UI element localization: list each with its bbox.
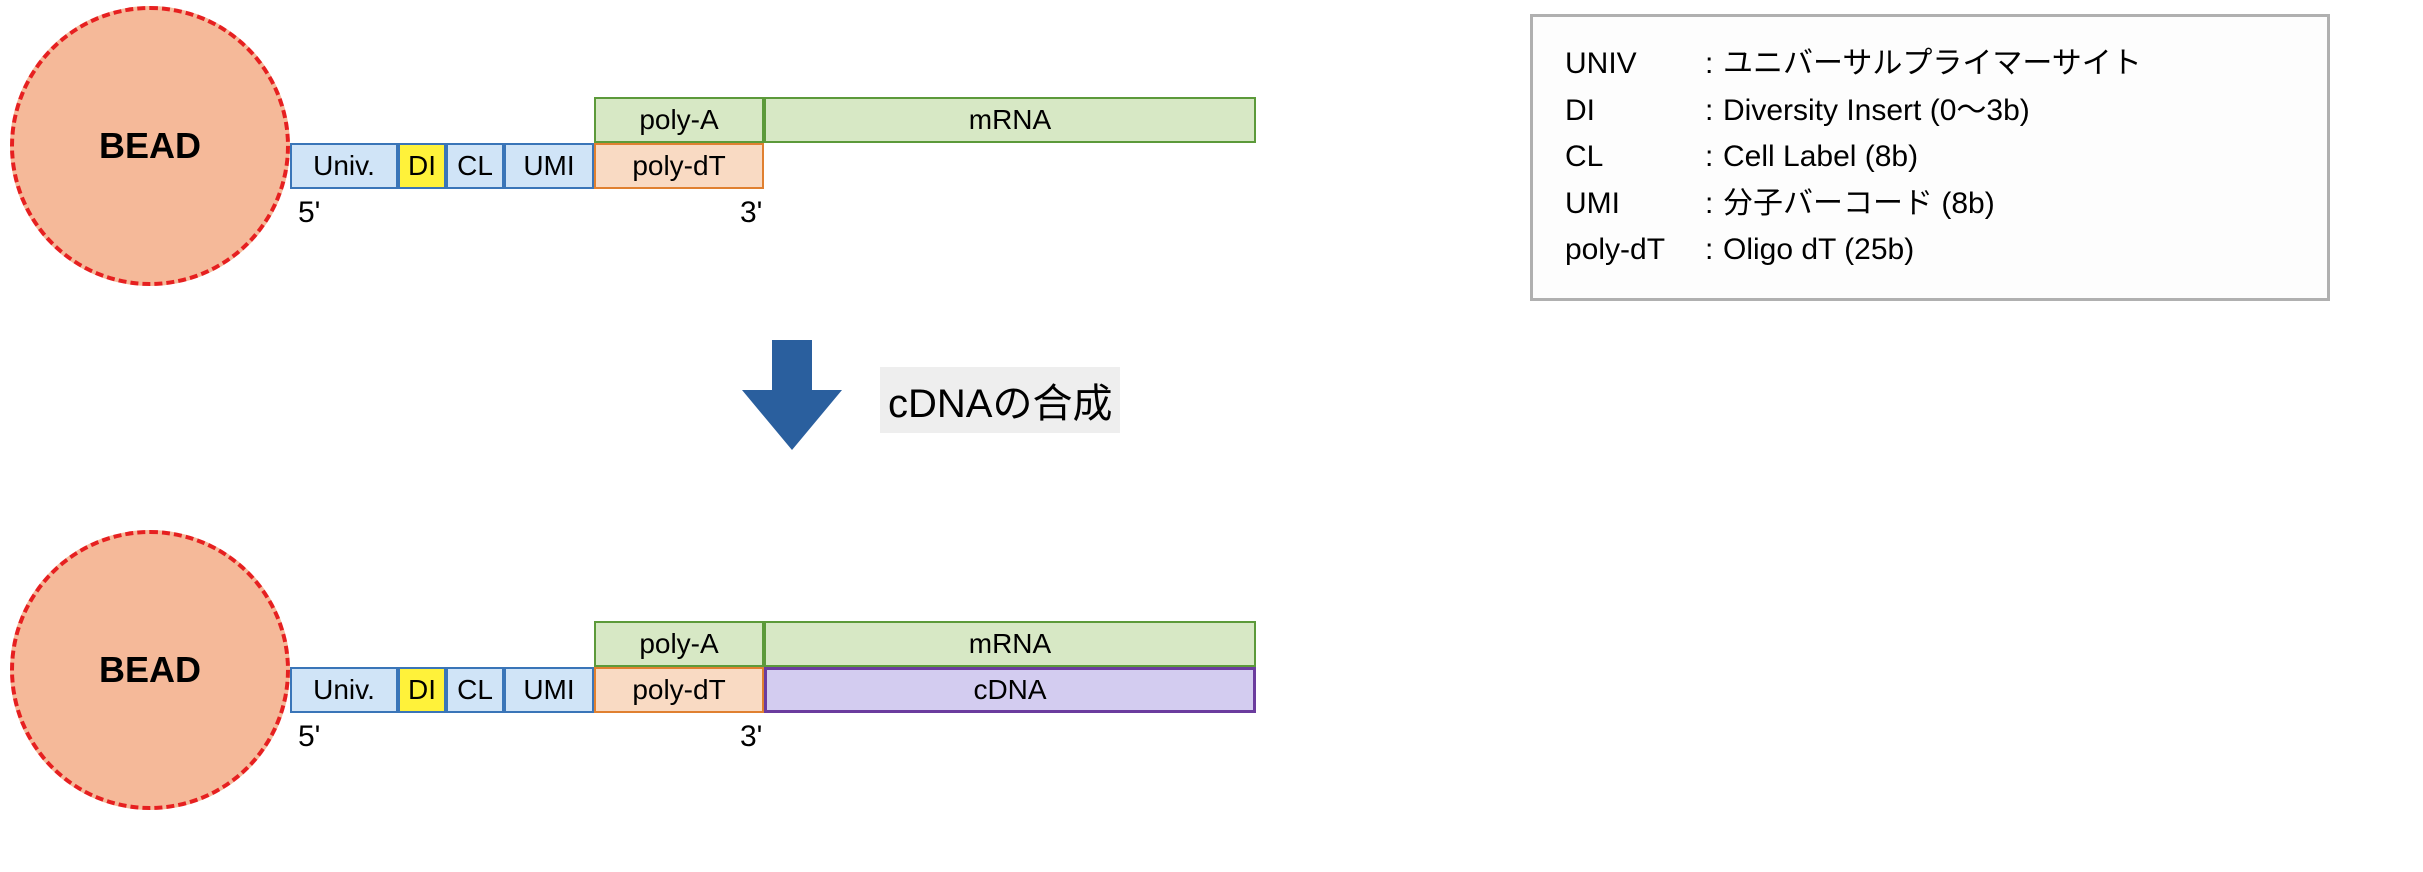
legend-row: DI : Diversity Insert (0〜3b) xyxy=(1565,88,2295,135)
seg-cdna: cDNA xyxy=(764,667,1256,713)
row2-upper-strand: poly-A mRNA xyxy=(594,621,1256,667)
seg-mrna: mRNA xyxy=(764,97,1256,143)
seg-cl: CL xyxy=(446,143,504,189)
seg-polya: poly-A xyxy=(594,97,764,143)
seg-univ: Univ. xyxy=(290,667,398,713)
legend-row: UMI : 分子バーコード (8b) xyxy=(1565,181,2295,228)
legend-row: CL : Cell Label (8b) xyxy=(1565,134,2295,181)
seg-polydt: poly-dT xyxy=(594,143,764,189)
legend-row: poly-dT : Oligo dT (25b) xyxy=(1565,227,2295,274)
legend-key: poly-dT xyxy=(1565,227,1705,274)
legend-val: Diversity Insert (0〜3b) xyxy=(1723,88,2030,135)
bead-bottom: BEAD xyxy=(10,530,290,810)
legend-key: UNIV xyxy=(1565,41,1705,88)
row1-lower-strand: Univ. DI CL UMI poly-dT xyxy=(290,143,764,189)
seg-polydt: poly-dT xyxy=(594,667,764,713)
row1-upper-strand: poly-A mRNA xyxy=(594,97,1256,143)
bead-label: BEAD xyxy=(99,125,201,167)
seg-di: DI xyxy=(398,667,446,713)
legend-key: UMI xyxy=(1565,181,1705,228)
legend-val: Oligo dT (25b) xyxy=(1723,227,1914,274)
bead-top: BEAD xyxy=(10,6,290,286)
legend-key: CL xyxy=(1565,134,1705,181)
five-prime-label: 5' xyxy=(298,720,320,754)
legend-row: UNIV : ユニバーサルプライマーサイト xyxy=(1565,41,2295,88)
seg-univ: Univ. xyxy=(290,143,398,189)
legend-key: DI xyxy=(1565,88,1705,135)
three-prime-label: 3' xyxy=(740,196,762,230)
seg-cl: CL xyxy=(446,667,504,713)
seg-polya: poly-A xyxy=(594,621,764,667)
seg-umi: UMI xyxy=(504,143,594,189)
step-label: cDNAの合成 xyxy=(880,367,1120,433)
down-arrow-icon xyxy=(742,340,842,455)
five-prime-label: 5' xyxy=(298,196,320,230)
seg-mrna: mRNA xyxy=(764,621,1256,667)
seg-di: DI xyxy=(398,143,446,189)
bead-label: BEAD xyxy=(99,649,201,691)
legend-box: UNIV : ユニバーサルプライマーサイト DI : Diversity Ins… xyxy=(1530,14,2330,301)
row2-lower-strand: Univ. DI CL UMI poly-dT cDNA xyxy=(290,667,1256,713)
legend-val: ユニバーサルプライマーサイト xyxy=(1723,41,2142,88)
three-prime-label: 3' xyxy=(740,720,762,754)
legend-val: 分子バーコード (8b) xyxy=(1723,181,1995,228)
legend-val: Cell Label (8b) xyxy=(1723,134,1918,181)
seg-umi: UMI xyxy=(504,667,594,713)
